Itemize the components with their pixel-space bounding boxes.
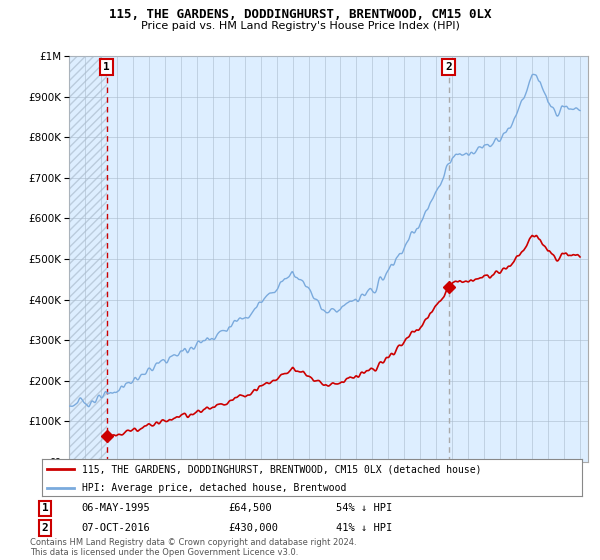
Text: 54% ↓ HPI: 54% ↓ HPI xyxy=(336,503,392,514)
Text: 115, THE GARDENS, DODDINGHURST, BRENTWOOD, CM15 0LX (detached house): 115, THE GARDENS, DODDINGHURST, BRENTWOO… xyxy=(83,464,482,474)
Text: HPI: Average price, detached house, Brentwood: HPI: Average price, detached house, Bren… xyxy=(83,483,347,493)
Text: 41% ↓ HPI: 41% ↓ HPI xyxy=(336,523,392,533)
Text: 115, THE GARDENS, DODDINGHURST, BRENTWOOD, CM15 0LX: 115, THE GARDENS, DODDINGHURST, BRENTWOO… xyxy=(109,8,491,21)
Bar xyxy=(69,56,107,462)
Text: 2: 2 xyxy=(445,62,452,72)
Text: 1: 1 xyxy=(103,62,110,72)
Text: 1: 1 xyxy=(41,503,49,514)
Text: Price paid vs. HM Land Registry's House Price Index (HPI): Price paid vs. HM Land Registry's House … xyxy=(140,21,460,31)
Text: £430,000: £430,000 xyxy=(228,523,278,533)
Text: 2: 2 xyxy=(41,523,49,533)
Text: Contains HM Land Registry data © Crown copyright and database right 2024.
This d: Contains HM Land Registry data © Crown c… xyxy=(30,538,356,557)
Text: £64,500: £64,500 xyxy=(228,503,272,514)
Text: 06-MAY-1995: 06-MAY-1995 xyxy=(81,503,150,514)
Text: 07-OCT-2016: 07-OCT-2016 xyxy=(81,523,150,533)
